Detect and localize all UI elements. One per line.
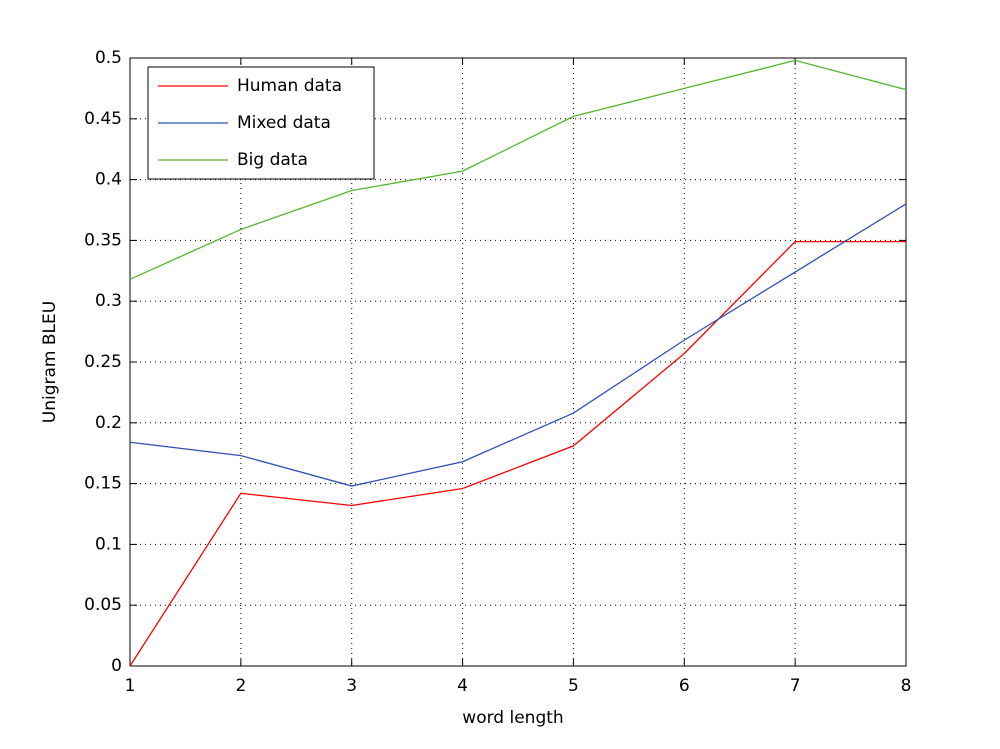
y-tick-label: 0.2 bbox=[95, 413, 122, 433]
x-tick-label: 6 bbox=[679, 676, 690, 696]
x-tick-label: 2 bbox=[235, 676, 246, 696]
x-tick-label: 1 bbox=[125, 676, 136, 696]
x-tick-label: 5 bbox=[568, 676, 579, 696]
x-tick-label: 3 bbox=[346, 676, 357, 696]
x-axis-label: word length bbox=[462, 708, 563, 728]
y-tick-label: 0.25 bbox=[84, 352, 122, 372]
y-tick-label: 0.45 bbox=[84, 109, 122, 129]
y-tick-label: 0.35 bbox=[84, 230, 122, 250]
y-tick-label: 0.4 bbox=[95, 170, 122, 190]
series-line bbox=[129, 203, 907, 487]
y-tick-label: 0.1 bbox=[95, 534, 122, 554]
y-tick-label: 0.3 bbox=[95, 291, 122, 311]
legend-label: Mixed data bbox=[237, 113, 331, 133]
legend-label: Human data bbox=[237, 76, 342, 96]
series-line bbox=[129, 59, 907, 280]
series-line bbox=[129, 240, 906, 667]
x-tick-label: 8 bbox=[901, 676, 912, 696]
x-tick-label: 4 bbox=[457, 676, 468, 696]
plot-frame bbox=[129, 57, 907, 667]
legend-label: Big data bbox=[237, 150, 308, 170]
y-tick-label: 0.15 bbox=[84, 474, 122, 494]
y-tick-label: 0 bbox=[111, 656, 122, 676]
y-axis-label: Unigram BLEU bbox=[40, 301, 60, 423]
y-tick-label: 0.5 bbox=[95, 48, 122, 68]
x-tick-label: 7 bbox=[790, 676, 801, 696]
y-tick-label: 0.05 bbox=[84, 595, 122, 615]
